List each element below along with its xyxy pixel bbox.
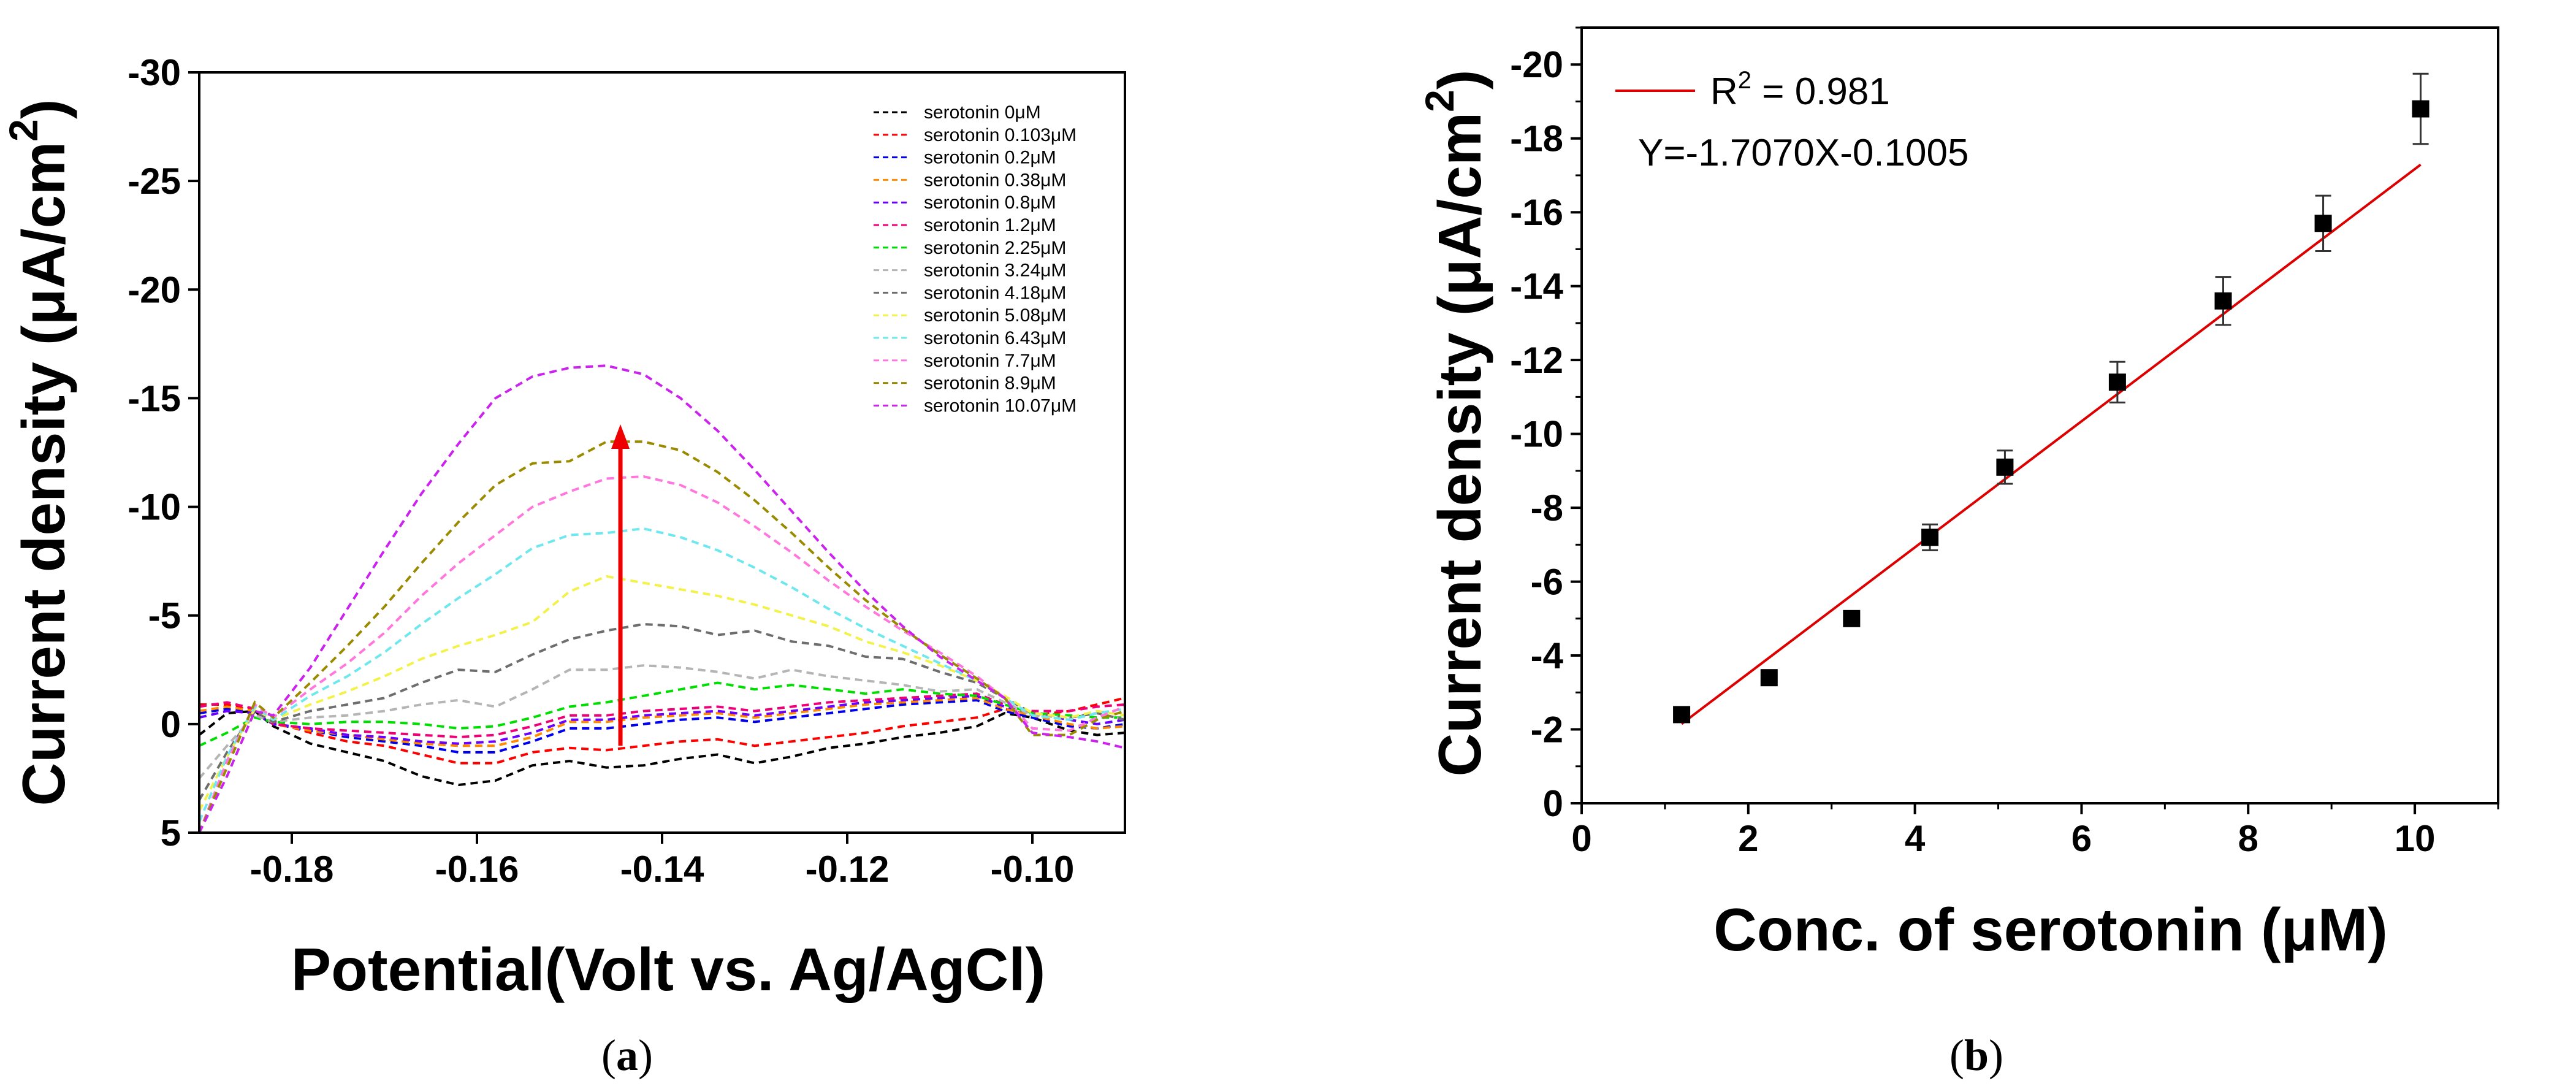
y-tick-label: -5 (148, 595, 181, 636)
y-tick-label: -15 (128, 378, 181, 419)
panel-a-y-axis-title: Current density (μA/cm2) (1, 99, 77, 806)
growth-arrow-head (611, 424, 630, 449)
panel-a-y-axis-title-sup: 2 (1, 119, 46, 142)
data-point (2314, 215, 2332, 232)
series-line-12 (198, 440, 1126, 833)
legend-entry: serotonin 0.38μM (924, 170, 1066, 190)
data-point (1673, 706, 1691, 724)
x-tick-label: 4 (1905, 818, 1926, 859)
y-tick-label: -20 (1510, 44, 1563, 85)
panel-b-data-points (1673, 72, 2429, 724)
y-tick-label: -25 (128, 161, 181, 202)
y-tick-label: -4 (1531, 635, 1564, 676)
y-tick-label: 0 (1543, 783, 1563, 824)
panel-b-y-ticks: 0 -2 -4 -6 -8 -10 -12 -14 -16 -18 -20 (1510, 26, 1582, 824)
data-point (1843, 609, 1861, 627)
legend-entry: serotonin 0μM (924, 102, 1041, 123)
y-tick-label: -30 (128, 52, 181, 93)
legend-entry: serotonin 1.2μM (924, 215, 1056, 235)
legend-entry: serotonin 8.9μM (924, 373, 1056, 394)
panel-b-x-axis-title: Conc. of serotonin (μM) (1713, 896, 2388, 963)
data-point (2108, 373, 2126, 391)
series-line-11 (198, 475, 1126, 833)
data-point (2214, 292, 2232, 310)
panel-a-x-axis-title: Potential(Volt vs. Ag/AgCl) (291, 936, 1045, 1003)
x-tick-label: 8 (2238, 818, 2258, 859)
y-tick-label: 0 (161, 704, 181, 745)
series-line-0 (198, 709, 1126, 787)
series-line-8 (198, 622, 1126, 801)
fit-r-squared-sup: 2 (1738, 67, 1751, 94)
series-line-13 (198, 364, 1126, 833)
legend-entry: serotonin 5.08μM (924, 305, 1066, 326)
panel-b-caption: (b) (1949, 1031, 2003, 1080)
x-tick-label: -0.12 (806, 849, 890, 890)
data-point (1760, 669, 1778, 687)
legend-entry: serotonin 2.25μM (924, 238, 1066, 258)
x-tick-label: 6 (2071, 818, 2092, 859)
data-point (1921, 529, 1939, 546)
legend-entry: serotonin 10.07μM (924, 395, 1077, 416)
panel-a-y-ticks: -30 -25 -20 -15 -10 -5 0 5 (128, 52, 199, 854)
series-line-10 (198, 527, 1126, 823)
y-tick-label: -10 (128, 487, 181, 528)
x-tick-label: 2 (1738, 818, 1758, 859)
series-line-7 (198, 664, 1126, 779)
y-tick-label: -14 (1510, 266, 1563, 307)
x-tick-label: 10 (2395, 818, 2436, 859)
panel-b-plot-frame (1580, 26, 2499, 804)
x-tick-label: -0.18 (250, 849, 334, 890)
x-tick-label: -0.14 (620, 849, 704, 890)
panel-b-y-axis-title: Current density (μA/cm2) (1417, 69, 1493, 776)
panel-a-x-ticks: -0.18 -0.16 -0.14 -0.12 -0.10 (250, 833, 1075, 890)
series-line-4 (199, 694, 1126, 745)
series-line-9 (198, 575, 1126, 812)
fit-r-squared: R2 = 0.981 (1710, 67, 1890, 113)
y-tick-label: -12 (1510, 340, 1563, 381)
panel-a-caption: (a) (601, 1031, 653, 1080)
data-point (2412, 100, 2429, 118)
x-tick-label: -0.16 (435, 849, 519, 890)
panel-b: 0 2 4 6 8 10 0 -2 -4 -6 -8 -10 -12 -14 -16 -18 -20 R2 =… (1417, 26, 2499, 1080)
x-tick-label: -0.10 (991, 849, 1075, 890)
panel-a: -0.18 -0.16 -0.14 -0.12 -0.10 -30 -25 -20 -15 -1… (1, 52, 1126, 1080)
series-line-3 (199, 697, 1126, 747)
panel-b-y-axis-title-sup: 2 (1417, 90, 1462, 112)
y-tick-label: 5 (161, 812, 181, 854)
legend-entry: serotonin 0.2μM (924, 148, 1056, 168)
series-line-5 (199, 692, 1126, 739)
data-point (1996, 458, 2014, 476)
y-tick-label: -16 (1510, 192, 1563, 233)
y-tick-label: -6 (1531, 562, 1563, 603)
series-line-6 (199, 681, 1125, 747)
y-tick-label: -2 (1531, 709, 1563, 751)
legend-entry: serotonin 4.18μM (924, 283, 1066, 303)
panel-b-x-ticks: 0 2 4 6 8 10 (1571, 803, 2499, 859)
y-tick-label: -8 (1531, 487, 1563, 529)
legend-entry: serotonin 0.103μM (924, 125, 1077, 145)
x-tick-label: 0 (1571, 818, 1591, 859)
series-line-1 (199, 697, 1126, 765)
series-line-2 (199, 698, 1126, 754)
y-tick-label: -10 (1510, 414, 1563, 455)
panel-a-curves (198, 364, 1126, 833)
fit-line (1680, 163, 2422, 725)
legend-entry: serotonin 0.8μM (924, 193, 1056, 213)
legend-entry: serotonin 7.7μM (924, 351, 1056, 371)
legend-entry: serotonin 6.43μM (924, 328, 1066, 348)
y-tick-label: -18 (1510, 118, 1563, 159)
y-tick-label: -20 (128, 269, 181, 310)
fit-equation: Y=-1.7070X-0.1005 (1638, 132, 1968, 174)
legend-entry: serotonin 3.24μM (924, 261, 1066, 281)
